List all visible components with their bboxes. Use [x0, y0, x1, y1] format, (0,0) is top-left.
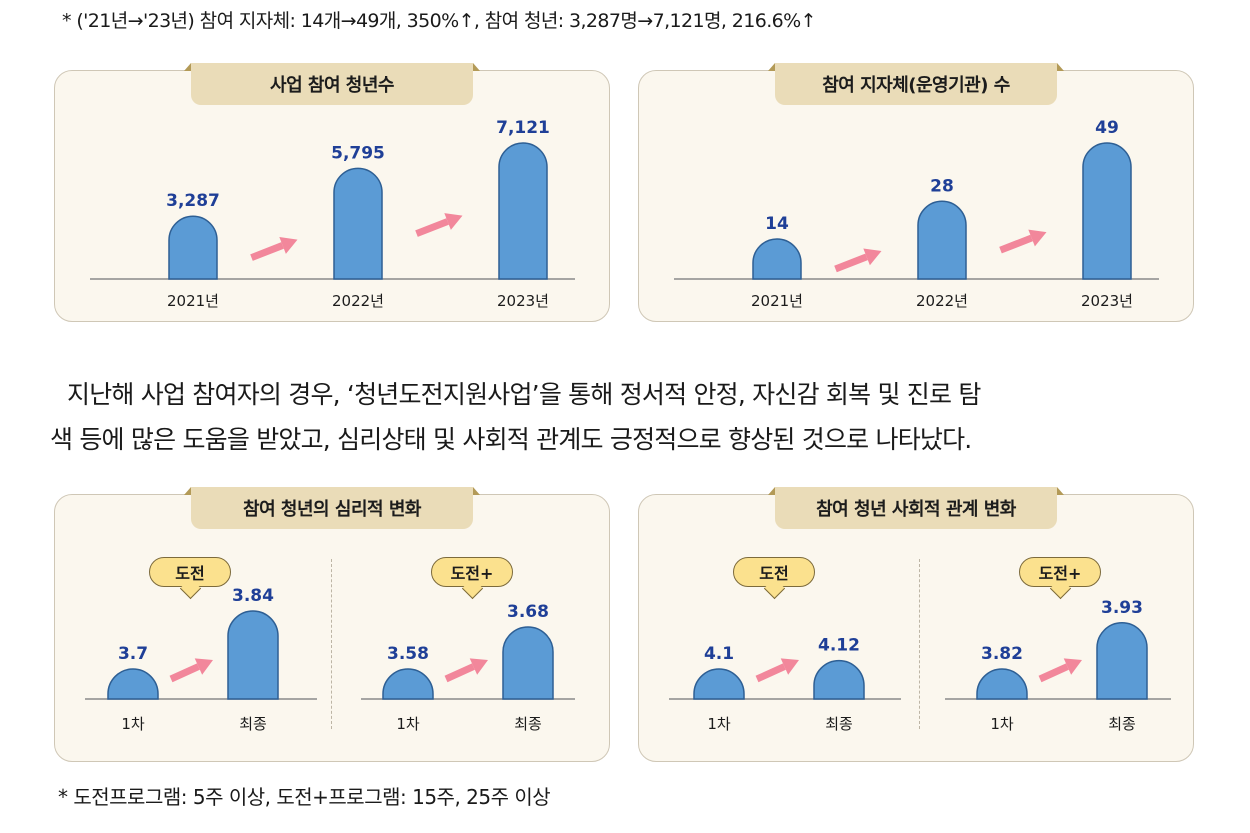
- trend-arrow-head: [194, 658, 213, 675]
- tick-label: 최종: [239, 715, 267, 733]
- trend-arrow-head: [279, 237, 298, 254]
- trend-arrow-head: [444, 213, 463, 230]
- psychological-change-card: 참여 청년의 심리적 변화 도전 도전+ 3.7 1차 3.84 최종 3.58 1차 3.…: [54, 487, 610, 762]
- summary-paragraph: 지난해 사업 참여자의 경우, ‘청년도전지원사업’을 통해 정서적 안정, 자…: [50, 372, 1240, 462]
- local-governments-chart: 14 2021년 28 2022년 49 2023년: [674, 118, 1159, 310]
- tick-label: 최종: [1108, 715, 1136, 733]
- bar: [382, 668, 434, 700]
- tick-label: 2022년: [916, 292, 968, 310]
- data-label: 3.7: [118, 644, 148, 664]
- social-relations-card: 참여 청년 사회적 관계 변화 도전 도전+ 4.1 1차 4.12 최종 3.82 1차…: [638, 487, 1194, 762]
- chart-title-youth-participants: 사업 참여 청년수: [184, 63, 480, 105]
- youth-participants-chart: 3,287 2021년 5,795 2022년 7,121 2023년: [90, 118, 575, 310]
- trend-arrow-head: [863, 248, 882, 266]
- chart-title-psychological-change: 참여 청년의 심리적 변화: [184, 487, 480, 529]
- data-label: 3.84: [232, 586, 274, 606]
- bottom-footnote: * 도전프로그램: 5주 이상, 도전+프로그램: 15주, 25주 이상: [58, 785, 551, 809]
- bar: [168, 215, 218, 280]
- program-badge-challenge-plus: 도전+: [1019, 557, 1101, 587]
- bar: [502, 626, 554, 700]
- bar: [813, 659, 865, 700]
- bar: [693, 668, 745, 700]
- top-footnote: * ('21년→'23년) 참여 지자체: 14개→49개, 350%↑, 참여…: [62, 10, 817, 32]
- chart-title-local-governments: 참여 지자체(운영기관) 수: [768, 63, 1064, 105]
- bar: [227, 610, 279, 700]
- psychological-change-chart: 3.7 1차 3.84 최종 3.58 1차 3.68 최종: [85, 586, 575, 733]
- trend-arrow: [1038, 663, 1069, 683]
- trend-arrow-head: [469, 658, 488, 675]
- bar: [752, 238, 802, 280]
- data-label: 3.68: [507, 602, 549, 622]
- trend-arrow-head: [1063, 658, 1082, 675]
- tick-label: 2021년: [751, 292, 803, 310]
- trend-arrow: [169, 663, 200, 683]
- social-relations-chart: 4.1 1차 4.12 최종 3.82 1차 3.93 최종: [669, 598, 1171, 733]
- data-label: 7,121: [496, 118, 550, 138]
- tick-label: 1차: [707, 715, 731, 733]
- tick-label: 최종: [825, 715, 853, 733]
- program-badge-challenge: 도전: [149, 557, 231, 587]
- trend-arrow: [834, 253, 868, 273]
- data-label: 5,795: [331, 143, 385, 163]
- group-divider: [331, 559, 332, 729]
- trend-arrow-head: [780, 658, 799, 675]
- data-label: 3.82: [981, 644, 1023, 664]
- trend-arrow: [999, 234, 1033, 254]
- tick-label: 최종: [514, 715, 542, 733]
- tick-label: 2023년: [1081, 292, 1133, 310]
- trend-arrow: [415, 218, 449, 237]
- summary-line-1: 지난해 사업 참여자의 경우, ‘청년도전지원사업’을 통해 정서적 안정, 자…: [67, 380, 981, 409]
- program-badge-challenge: 도전: [733, 557, 815, 587]
- program-badge-challenge-plus: 도전+: [431, 557, 513, 587]
- tick-label: 2021년: [167, 292, 219, 310]
- trend-arrow: [444, 663, 475, 683]
- bar: [1082, 142, 1132, 280]
- data-label: 3.93: [1101, 598, 1143, 618]
- group-divider: [919, 559, 920, 729]
- data-label: 3.58: [387, 644, 429, 664]
- tick-label: 2023년: [497, 292, 549, 310]
- data-label: 49: [1095, 118, 1119, 138]
- bar: [333, 167, 383, 280]
- youth-participants-card: 사업 참여 청년수 3,287 2021년 5,795 2022년 7,121 2023년: [54, 63, 610, 322]
- tick-label: 1차: [121, 715, 145, 733]
- chart-title-social-relations: 참여 청년 사회적 관계 변화: [768, 487, 1064, 529]
- trend-arrow-head: [1028, 229, 1047, 247]
- data-label: 4.12: [818, 636, 860, 656]
- data-label: 3,287: [166, 191, 220, 211]
- trend-arrow: [250, 242, 284, 261]
- bar: [976, 668, 1028, 700]
- tick-label: 2022년: [332, 292, 384, 310]
- data-label: 28: [930, 176, 954, 196]
- tick-label: 1차: [396, 715, 420, 733]
- data-label: 4.1: [704, 644, 734, 664]
- trend-arrow: [755, 663, 786, 683]
- local-governments-card: 참여 지자체(운영기관) 수 14 2021년 28 2022년 49 2023년: [638, 63, 1194, 322]
- bar: [107, 668, 159, 700]
- data-label: 14: [765, 214, 789, 234]
- summary-line-2: 색 등에 많은 도움을 받았고, 심리상태 및 사회적 관계도 긍정적으로 향상…: [50, 425, 972, 454]
- bar: [498, 142, 548, 280]
- bar: [917, 200, 967, 280]
- tick-label: 1차: [990, 715, 1014, 733]
- bar: [1096, 622, 1148, 700]
